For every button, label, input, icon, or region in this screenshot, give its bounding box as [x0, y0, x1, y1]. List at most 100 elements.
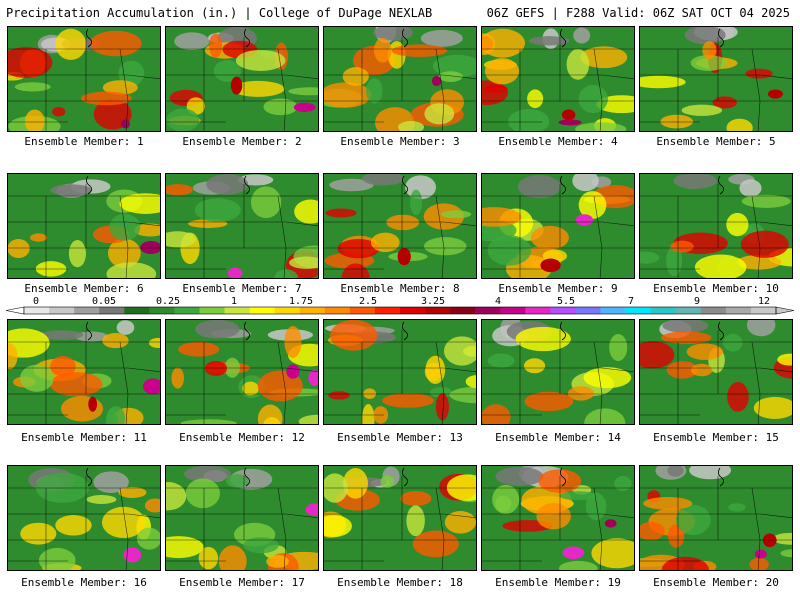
- ensemble-map-panel: [323, 173, 477, 279]
- ensemble-member-label: Ensemble Member: 13: [337, 431, 463, 444]
- ensemble-member-label: Ensemble Member: 15: [653, 431, 779, 444]
- ensemble-member-label: Ensemble Member: 3: [340, 135, 460, 148]
- precipitation-colorbar: [5, 306, 795, 315]
- ensemble-member-label: Ensemble Member: 5: [656, 135, 776, 148]
- precip-map: [324, 466, 476, 570]
- colorbar-swatch: [49, 307, 75, 314]
- ensemble-map-panel: [165, 319, 319, 425]
- ensemble-member-label: Ensemble Member: 2: [182, 135, 302, 148]
- precip-map: [482, 27, 634, 131]
- colorbar-tick-label: 4: [494, 296, 502, 307]
- ensemble-member-label: Ensemble Member: 8: [340, 282, 460, 295]
- colorbar-swatch: [199, 307, 225, 314]
- ensemble-map-panel: [639, 465, 793, 571]
- colorbar-swatch: [700, 307, 727, 314]
- precip-map: [166, 466, 318, 570]
- colorbar-swatch: [650, 307, 677, 314]
- colorbar-swatch: [725, 307, 752, 314]
- ensemble-map-panel: [165, 173, 319, 279]
- precip-map: [482, 320, 634, 424]
- ensemble-member-label: Ensemble Member: 6: [24, 282, 144, 295]
- precip-map: [8, 174, 160, 278]
- precip-map: [482, 466, 634, 570]
- ensemble-map-panel: [639, 26, 793, 132]
- colorbar-swatch: [525, 307, 551, 314]
- ensemble-map-panel: [481, 26, 635, 132]
- colorbar-swatch: [600, 307, 626, 314]
- precip-map: [8, 466, 160, 570]
- precip-map: [324, 27, 476, 131]
- model-run-info: 06Z GEFS | F288 Valid: 06Z SAT OCT 04 20…: [486, 6, 790, 20]
- colorbar-swatch: [324, 307, 351, 314]
- precip-map: [640, 466, 792, 570]
- colorbar-swatch: [374, 307, 401, 314]
- colorbar-swatch: [24, 307, 50, 314]
- precip-map: [8, 27, 160, 131]
- colorbar-min-arrow: [5, 306, 25, 315]
- colorbar-swatch: [575, 307, 601, 314]
- precip-map: [640, 320, 792, 424]
- colorbar-swatch: [475, 307, 501, 314]
- colorbar-tick-label: 0.25: [155, 296, 181, 307]
- colorbar-swatch: [224, 307, 250, 314]
- colorbar-tick-label: 5.5: [556, 296, 576, 307]
- ensemble-map-panel: [323, 26, 477, 132]
- colorbar-swatch: [124, 307, 150, 314]
- colorbar-swatch: [400, 307, 426, 314]
- precip-map: [166, 174, 318, 278]
- ensemble-map-panel: [323, 319, 477, 425]
- colorbar-swatch: [249, 307, 275, 314]
- precip-map: [166, 320, 318, 424]
- ensemble-member-label: Ensemble Member: 14: [495, 431, 621, 444]
- ensemble-map-panel: [7, 465, 161, 571]
- colorbar-swatch: [274, 307, 301, 314]
- ensemble-member-label: Ensemble Member: 7: [182, 282, 302, 295]
- ensemble-map-panel: [481, 465, 635, 571]
- colorbar-swatch: [349, 307, 376, 314]
- precip-map: [8, 320, 160, 424]
- ensemble-map-panel: [7, 26, 161, 132]
- map-title: Precipitation Accumulation (in.) | Colle…: [6, 6, 433, 20]
- ensemble-map-panel: [323, 465, 477, 571]
- precip-map: [640, 174, 792, 278]
- precip-map: [324, 174, 476, 278]
- ensemble-map-panel: [639, 319, 793, 425]
- ensemble-map-panel: [7, 173, 161, 279]
- precip-map: [482, 174, 634, 278]
- ensemble-map-panel: [639, 173, 793, 279]
- colorbar-max-arrow: [775, 306, 795, 315]
- ensemble-map-panel: [481, 173, 635, 279]
- colorbar-tick-label: 9: [693, 296, 701, 307]
- ensemble-map-panel: [7, 319, 161, 425]
- ensemble-map-panel: [165, 26, 319, 132]
- colorbar-swatch: [174, 307, 200, 314]
- colorbar-tick-label: 3.25: [420, 296, 446, 307]
- precip-map: [166, 27, 318, 131]
- colorbar-swatch: [550, 307, 576, 314]
- precip-map: [324, 320, 476, 424]
- ensemble-member-label: Ensemble Member: 4: [498, 135, 618, 148]
- ensemble-map-panel: [481, 319, 635, 425]
- ensemble-member-label: Ensemble Member: 9: [498, 282, 618, 295]
- ensemble-map-panel: [165, 465, 319, 571]
- ensemble-member-label: Ensemble Member: 11: [21, 431, 147, 444]
- ensemble-member-label: Ensemble Member: 16: [21, 576, 147, 589]
- ensemble-member-label: Ensemble Member: 19: [495, 576, 621, 589]
- ensemble-member-label: Ensemble Member: 12: [179, 431, 305, 444]
- precip-map: [640, 27, 792, 131]
- ensemble-member-label: Ensemble Member: 17: [179, 576, 305, 589]
- colorbar-swatch: [99, 307, 125, 314]
- colorbar-swatch: [74, 307, 100, 314]
- ensemble-member-label: Ensemble Member: 18: [337, 576, 463, 589]
- colorbar-swatch: [675, 307, 702, 314]
- colorbar-tick-label: 0: [32, 296, 40, 307]
- colorbar-tick-label: 1: [230, 296, 238, 307]
- colorbar-swatch: [149, 307, 175, 314]
- colorbar-swatch: [425, 307, 451, 314]
- colorbar-swatch: [500, 307, 526, 314]
- colorbar-tick-label: 1.75: [288, 296, 314, 307]
- colorbar-tick-label: 0.05: [91, 296, 117, 307]
- colorbar-swatch: [625, 307, 651, 314]
- ensemble-member-label: Ensemble Member: 20: [653, 576, 779, 589]
- colorbar-tick-label: 12: [757, 296, 771, 307]
